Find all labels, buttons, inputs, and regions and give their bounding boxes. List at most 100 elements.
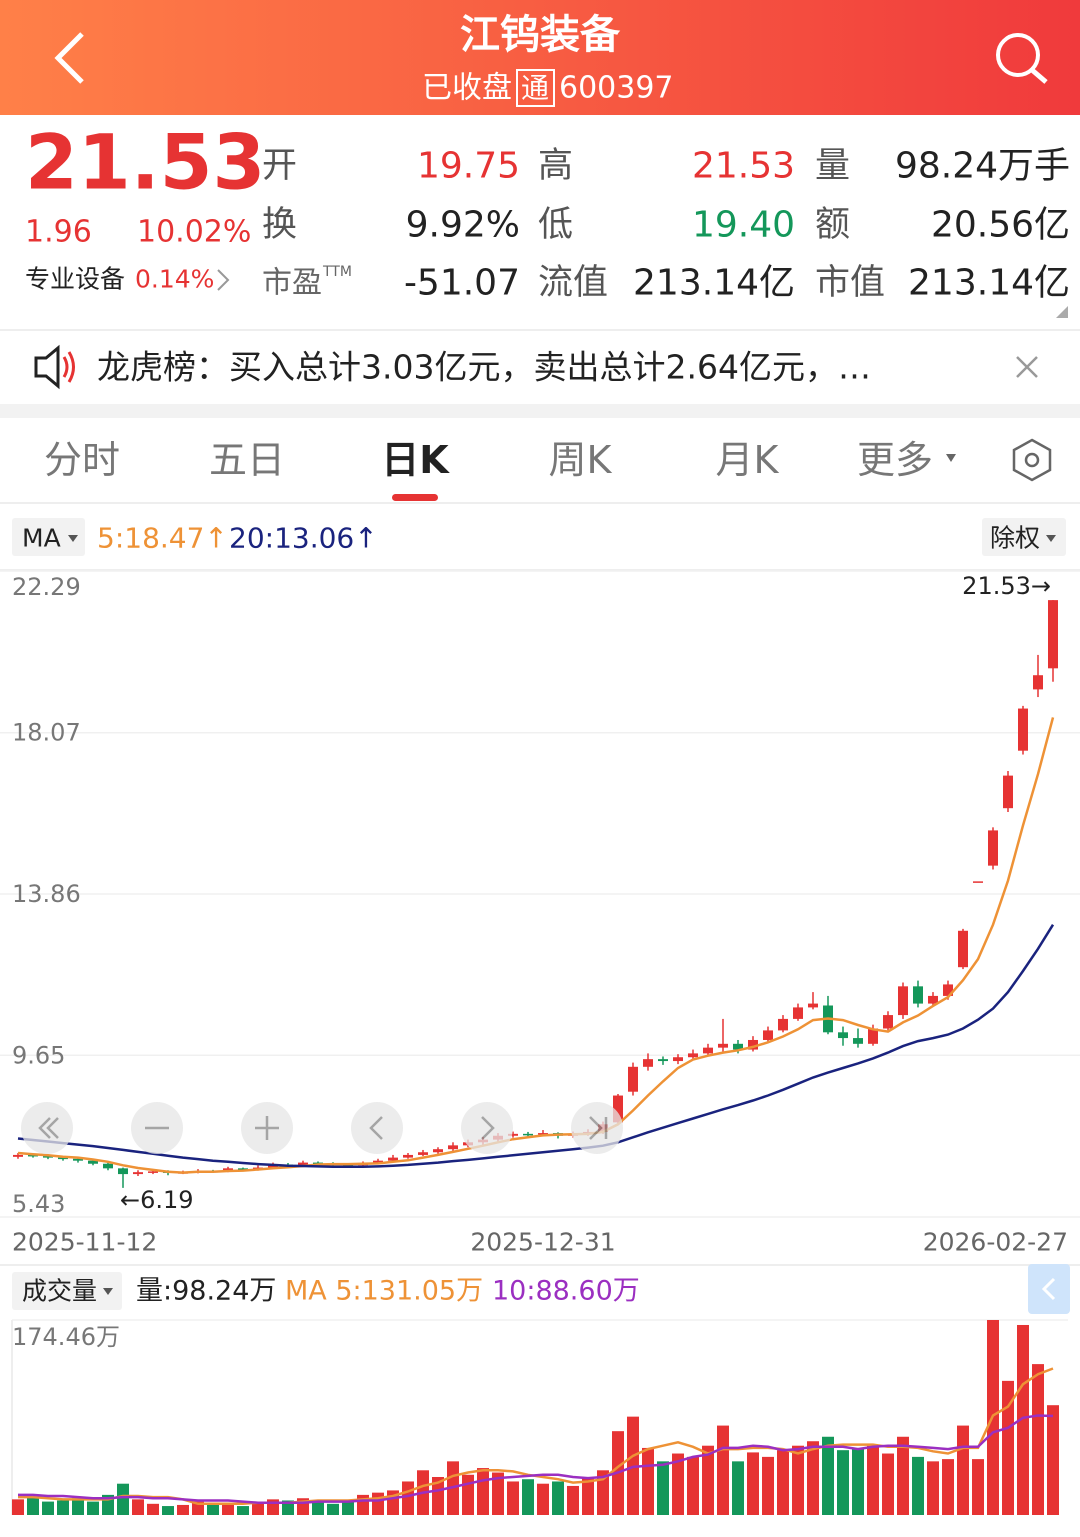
tag: 通 xyxy=(521,72,549,105)
candle-body xyxy=(1033,675,1043,690)
volume-bar xyxy=(507,1481,519,1515)
kline-chart: 22.29 18.07 13.86 9.65 5.43 2025-11-12 2025-12… xyxy=(0,570,1080,1257)
candle-body xyxy=(373,1160,383,1163)
volume-bar xyxy=(522,1479,534,1515)
candle-body xyxy=(808,1003,818,1008)
candle-body xyxy=(1048,600,1058,669)
candle-body xyxy=(1018,708,1028,751)
x-tick-label: 2025-11-12 xyxy=(12,1228,157,1257)
volume-bar xyxy=(162,1506,174,1515)
volume-bar xyxy=(642,1447,654,1515)
volume-bar xyxy=(432,1476,444,1515)
candle-body xyxy=(523,1133,533,1136)
icon xyxy=(369,1116,383,1140)
volume-bar xyxy=(927,1461,939,1515)
field-value: 19.75 xyxy=(417,146,520,187)
volume-bar xyxy=(882,1453,894,1515)
y-tick-label: 9.65 xyxy=(12,1041,65,1069)
candle-body xyxy=(628,1066,638,1092)
back-button[interactable] xyxy=(54,32,84,84)
candle-body xyxy=(1003,775,1013,809)
x-tick-label: 2025-12-31 xyxy=(470,1228,615,1257)
candle-body xyxy=(43,1156,53,1158)
tab[interactable]: 月K xyxy=(716,438,780,482)
ma-label: MA xyxy=(22,524,61,553)
volume-bar xyxy=(807,1441,819,1515)
expand-corner[interactable] xyxy=(1056,306,1068,318)
search-button[interactable] xyxy=(996,33,1040,77)
tab[interactable]: 更多 xyxy=(857,438,933,482)
close-notice[interactable] xyxy=(1016,356,1038,378)
field-value: 213.14亿 xyxy=(633,263,795,304)
volume-bar xyxy=(852,1447,864,1515)
notice-text[interactable]: 龙虎榜：买入总计3.03亿元，卖出总计2.64亿元，… xyxy=(97,348,871,387)
volume-bar xyxy=(897,1436,909,1515)
volume-bar xyxy=(537,1483,549,1515)
high-label: 21.53→ xyxy=(962,572,1051,600)
ma-selector[interactable] xyxy=(12,518,85,556)
scroll-end[interactable] xyxy=(571,1102,623,1154)
more-caret xyxy=(946,454,956,462)
tab[interactable]: 分时 xyxy=(44,438,120,482)
volume-bar xyxy=(327,1503,339,1515)
volume-bar xyxy=(252,1501,264,1515)
ma5-legend: 5:18.47↑ xyxy=(97,522,228,555)
candle-body xyxy=(913,986,923,1004)
ma20-line xyxy=(17,924,1055,1169)
separator xyxy=(0,404,1080,418)
candle-body xyxy=(643,1059,653,1067)
scroll-right[interactable] xyxy=(461,1102,513,1154)
volume-bar xyxy=(582,1476,594,1515)
candle-body xyxy=(448,1145,458,1150)
volume-bar xyxy=(222,1503,234,1515)
settings-button[interactable] xyxy=(1012,438,1052,482)
sector-pct: 0.14% xyxy=(135,265,214,294)
volume-bar xyxy=(777,1450,789,1515)
volume-bar xyxy=(552,1481,564,1515)
field-label: 量 xyxy=(815,146,850,186)
change-pct: 10.02% xyxy=(137,215,251,250)
candle-body xyxy=(703,1047,713,1054)
tab[interactable]: 五日 xyxy=(209,438,285,482)
candle-body xyxy=(28,1154,38,1157)
volume-selector[interactable] xyxy=(12,1272,122,1310)
candle-body xyxy=(928,995,938,1004)
volume-value: 量:98.24万 xyxy=(136,1276,276,1307)
x-tick-label: 2026-02-27 xyxy=(923,1228,1068,1257)
volume-bar xyxy=(117,1483,129,1515)
candle-body xyxy=(388,1157,398,1161)
volume-label: 成交量 xyxy=(22,1277,97,1306)
scroll-left[interactable] xyxy=(351,1102,403,1154)
field-label: 流值 xyxy=(538,263,608,303)
tab[interactable]: 日K xyxy=(381,438,450,482)
field-label: 市值 xyxy=(815,263,885,303)
field-label: 换 xyxy=(262,205,297,245)
field-label-sup: TTM xyxy=(322,264,352,280)
candle-body xyxy=(868,1028,878,1044)
volume-bar xyxy=(837,1450,849,1515)
candle-body xyxy=(148,1171,158,1173)
panel-toggle[interactable] xyxy=(1028,1264,1070,1314)
volume-ma5: MA 5:131.05万 xyxy=(285,1276,483,1307)
field-label: 高 xyxy=(538,146,573,186)
tab[interactable]: 周K xyxy=(549,438,613,482)
icon xyxy=(255,1116,279,1140)
field-label: 市盈 xyxy=(262,266,322,301)
candle-body xyxy=(418,1152,428,1155)
candle-body xyxy=(988,830,998,866)
volume-bar xyxy=(1017,1324,1029,1515)
field-label: 低 xyxy=(538,205,573,245)
volume-bar xyxy=(372,1492,384,1515)
volume-bar xyxy=(1032,1364,1044,1515)
volume-bar xyxy=(27,1497,39,1515)
volume-bar xyxy=(42,1501,54,1515)
rights-selector[interactable] xyxy=(982,518,1066,556)
sector[interactable]: 专业设备 xyxy=(25,265,125,294)
field-value: 98.24万手 xyxy=(895,146,1070,187)
icon xyxy=(589,1116,608,1140)
tab-indicator xyxy=(392,494,438,501)
volume-bar xyxy=(477,1468,489,1515)
y-tick-label: 13.86 xyxy=(12,880,81,908)
candle-body xyxy=(733,1043,743,1050)
tag-box xyxy=(516,69,555,107)
